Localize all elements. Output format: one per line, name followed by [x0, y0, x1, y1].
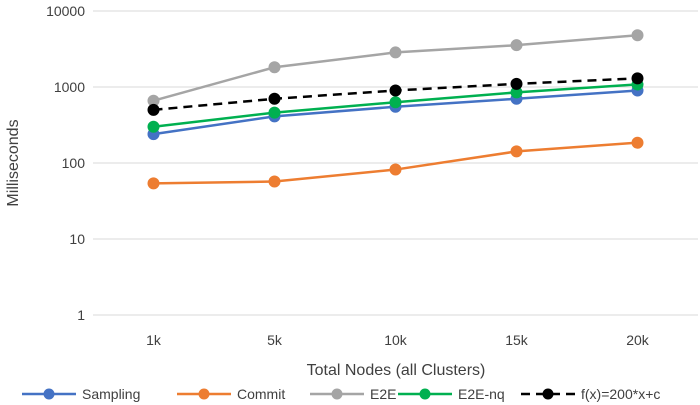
data-point: [631, 29, 644, 42]
y-tick-label: 1000: [54, 79, 85, 95]
x-tick-label: 10k: [384, 332, 408, 348]
data-point: [510, 145, 523, 158]
series-1: [147, 136, 644, 190]
data-point: [268, 175, 281, 188]
data-point: [510, 39, 523, 52]
data-point: [147, 103, 160, 116]
legend-label: Commit: [237, 386, 285, 402]
series: [147, 29, 644, 190]
x-axis-ticks: 1k 5k 10k 15k 20k: [146, 332, 650, 348]
legend-swatch-marker: [43, 388, 55, 400]
data-point: [268, 61, 281, 74]
series-2: [147, 29, 644, 107]
legend-label: E2E-nq: [458, 386, 505, 402]
data-point: [147, 120, 160, 133]
legend-label: Sampling: [82, 386, 140, 402]
data-point: [389, 46, 402, 59]
legend: Sampling Commit E2E E2E-nq f(x)=200*x+c: [22, 386, 660, 402]
x-tick-label: 20k: [626, 332, 650, 348]
y-axis-title: Milliseconds: [5, 119, 22, 206]
data-point: [631, 136, 644, 149]
legend-swatch-marker: [542, 388, 554, 400]
y-tick-label: 1: [77, 307, 85, 323]
data-point: [510, 77, 523, 90]
y-tick-label: 10000: [46, 3, 85, 19]
legend-item: Commit: [177, 386, 285, 402]
x-tick-label: 5k: [267, 332, 283, 348]
data-point: [147, 177, 160, 190]
legend-item: f(x)=200*x+c: [521, 386, 660, 402]
y-axis-ticks: 1 10 100 1000 10000: [46, 3, 85, 323]
data-point: [389, 84, 402, 97]
data-point: [268, 106, 281, 119]
legend-item: E2E-nq: [398, 386, 505, 402]
legend-swatch-marker: [198, 388, 210, 400]
y-tick-label: 100: [62, 155, 86, 171]
x-tick-label: 1k: [146, 332, 162, 348]
legend-item: Sampling: [22, 386, 140, 402]
series-3: [147, 78, 644, 133]
series-4: [147, 72, 644, 116]
legend-swatch-marker: [331, 388, 343, 400]
x-axis-title: Total Nodes (all Clusters): [307, 362, 486, 379]
legend-item: E2E: [310, 386, 396, 402]
legend-swatch-marker: [419, 388, 431, 400]
legend-label: f(x)=200*x+c: [581, 386, 660, 402]
data-point: [268, 92, 281, 105]
data-point: [389, 163, 402, 176]
x-tick-label: 15k: [505, 332, 529, 348]
y-tick-label: 10: [69, 231, 85, 247]
data-point: [631, 72, 644, 85]
data-point: [389, 96, 402, 109]
legend-label: E2E: [370, 386, 396, 402]
